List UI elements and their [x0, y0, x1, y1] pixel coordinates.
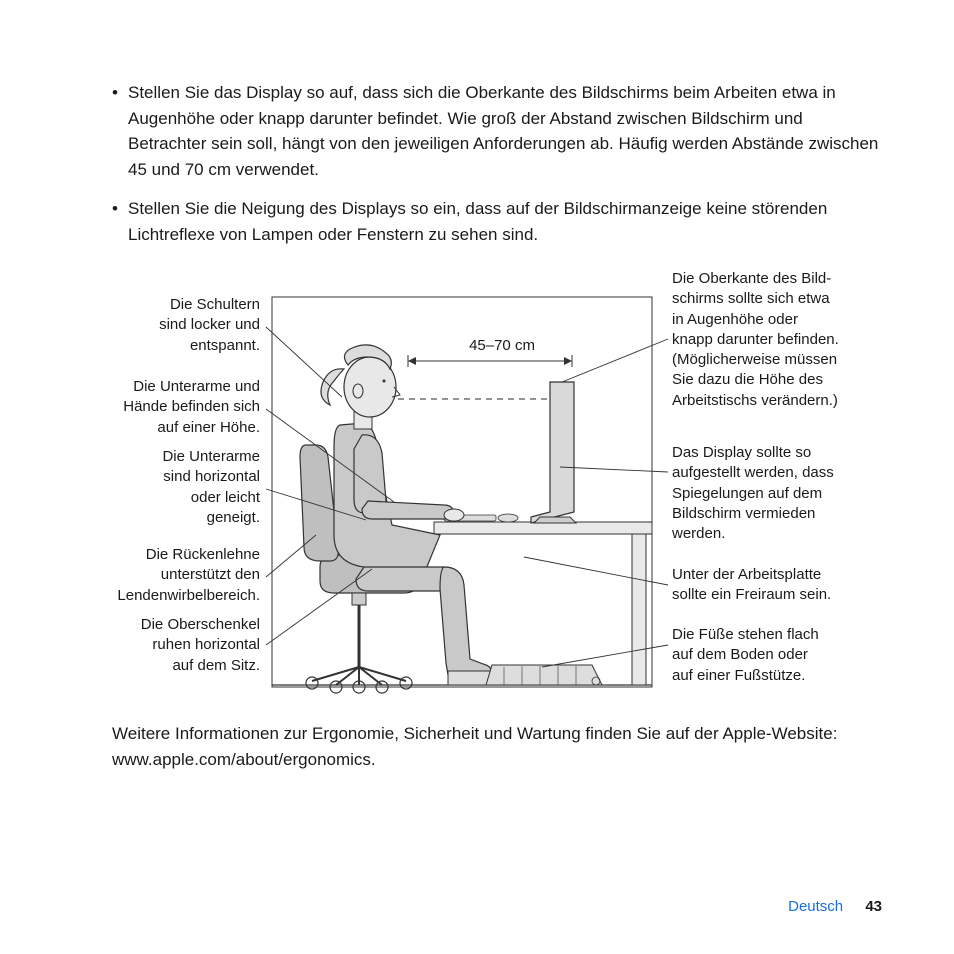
label-glare: Das Display sollte so aufgestellt werden… [672, 443, 877, 544]
label-thighs: Die Oberschenkel ruhen horizontal auf de… [80, 615, 260, 676]
footer-page-number: 43 [865, 898, 882, 915]
label-feet: Die Füße stehen flach auf dem Boden oder… [672, 625, 877, 686]
label-shoulders: Die Schultern sind locker und entspannt. [80, 295, 260, 356]
ergonomics-diagram: 45–70 cm [72, 267, 882, 697]
footer-paragraph: Weitere Informationen zur Ergonomie, Sic… [112, 721, 882, 774]
label-forearms-hands: Die Unterarme und Hände befinden sich au… [80, 377, 260, 438]
label-backrest: Die Rückenlehne unterstützt den Lendenwi… [65, 545, 260, 606]
label-forearms-horizontal: Die Unterarme sind horizontal oder leich… [80, 447, 260, 528]
footer-language: Deutsch [788, 898, 843, 915]
bullet-list: Stellen Sie das Display so auf, dass sic… [112, 80, 882, 247]
page-footer: Deutsch 43 [788, 896, 882, 919]
label-top-edge: Die Oberkante des Bild- schirms sollte s… [672, 269, 877, 411]
bullet-item: Stellen Sie die Neigung des Displays so … [112, 196, 882, 247]
bullet-item: Stellen Sie das Display so auf, dass sic… [112, 80, 882, 182]
label-clearance: Unter der Arbeitsplatte sollte ein Freir… [672, 565, 877, 606]
